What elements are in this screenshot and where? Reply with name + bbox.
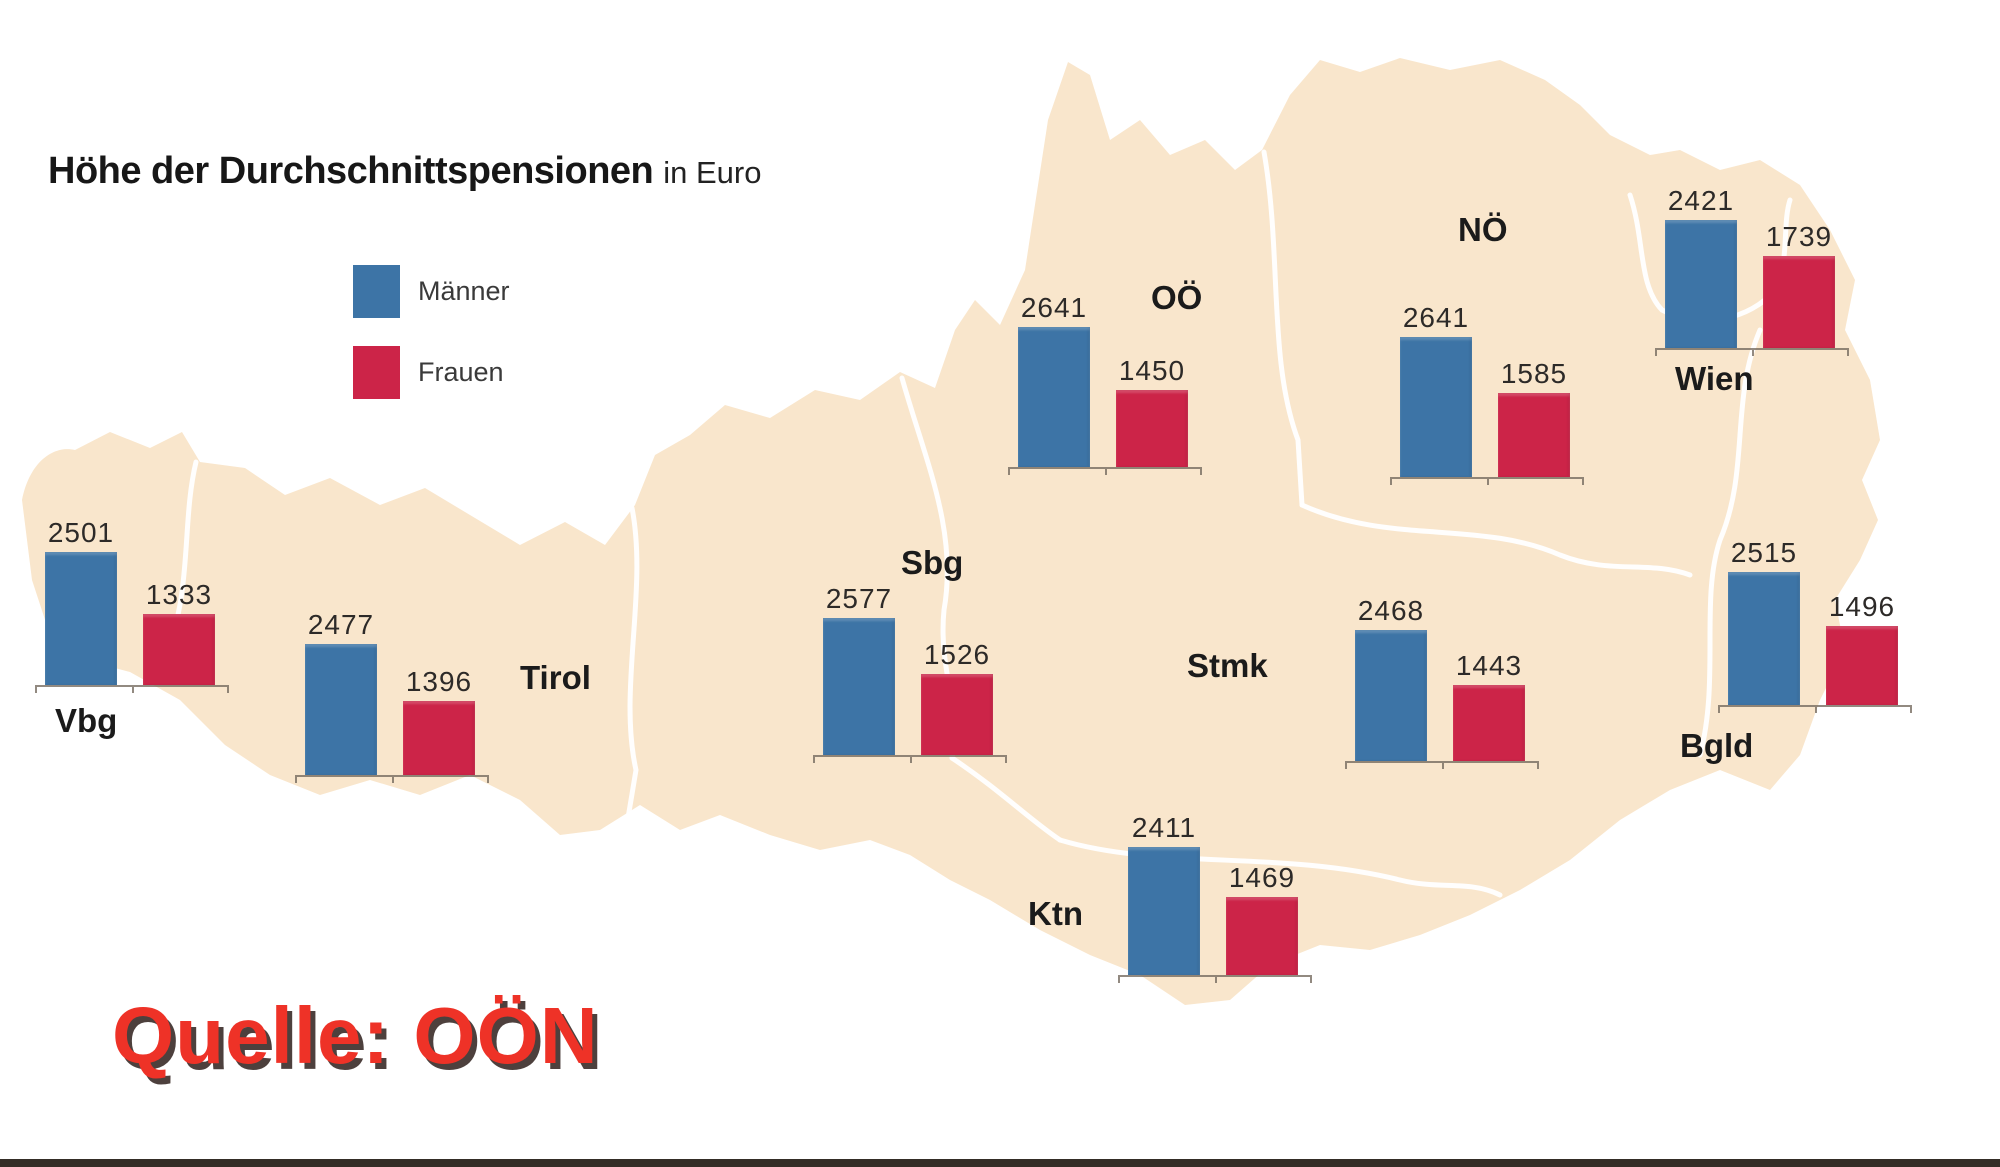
frauen-color-swatch bbox=[353, 346, 400, 399]
maenner-bar bbox=[1728, 572, 1800, 705]
region-label-bgld: Bgld bbox=[1680, 727, 1754, 764]
frauen-bar bbox=[1498, 393, 1570, 477]
region-label-ooe: OÖ bbox=[1151, 279, 1203, 316]
frauen-bar bbox=[1763, 256, 1835, 348]
axis-baseline bbox=[35, 685, 229, 693]
frauen-value-label: 1469 bbox=[1228, 862, 1296, 893]
region-group-vbg: 2501 1333 Vbg bbox=[35, 425, 229, 739]
maenner-value-label: 2477 bbox=[307, 609, 375, 640]
region-group-ktn: 2411 1469 Ktn bbox=[1028, 715, 1312, 983]
region-label-ktn: Ktn bbox=[1028, 895, 1083, 932]
border-noe-stmk bbox=[1299, 502, 1693, 578]
border-sbg-stmk bbox=[949, 755, 1063, 843]
legend: Männer Frauen bbox=[353, 265, 510, 427]
legend-item-frauen: Frauen bbox=[353, 346, 510, 399]
frauen-value-label: 1739 bbox=[1765, 221, 1833, 252]
chart-title: Höhe der Durchschnittspensionen in Euro bbox=[48, 150, 761, 193]
maenner-bar bbox=[45, 552, 117, 685]
frauen-bar bbox=[921, 674, 993, 755]
frauen-bar bbox=[1116, 390, 1188, 467]
region-group-bgld: 2515 1496 Bgld bbox=[1680, 445, 1912, 764]
axis-baseline bbox=[1655, 348, 1849, 356]
maenner-value-label: 2641 bbox=[1402, 302, 1470, 333]
frauen-value-label: 1496 bbox=[1828, 591, 1896, 622]
region-label-stmk: Stmk bbox=[1187, 647, 1268, 684]
region-label-tirol: Tirol bbox=[520, 659, 591, 696]
border-ooe-noe bbox=[1261, 149, 1305, 508]
region-group-tirol: 2477 1396 Tirol bbox=[295, 515, 591, 783]
chart-title-suffix: in Euro bbox=[663, 155, 762, 190]
maenner-bar bbox=[823, 618, 895, 755]
region-label-vbg: Vbg bbox=[55, 702, 118, 739]
maenner-value-label: 2641 bbox=[1020, 292, 1088, 323]
frauen-value-label: 1333 bbox=[145, 579, 213, 610]
austria-landmass bbox=[22, 58, 1880, 1005]
axis-baseline bbox=[295, 775, 489, 783]
frauen-value-label: 1526 bbox=[923, 639, 991, 670]
border-stmk-bgld bbox=[1697, 327, 1763, 758]
frauen-value-label: 1450 bbox=[1118, 355, 1186, 386]
region-group-wien: 2421 1739 Wien bbox=[1655, 88, 1849, 397]
region-group-sbg: 2577 1526 Sbg bbox=[813, 495, 1007, 763]
border-tirol-sbg bbox=[625, 505, 640, 821]
maenner-bar bbox=[305, 644, 377, 775]
frauen-value-label: 1396 bbox=[405, 666, 473, 697]
region-label-noe: NÖ bbox=[1458, 211, 1508, 248]
frauen-bar bbox=[403, 701, 475, 775]
frauen-bar bbox=[1453, 685, 1525, 761]
source-credit: Quelle: OÖN bbox=[112, 991, 599, 1080]
frauen-value-label: 1443 bbox=[1455, 650, 1523, 681]
maenner-value-label: 2468 bbox=[1357, 595, 1425, 626]
frauen-bar bbox=[1226, 897, 1298, 975]
region-group-noe: 2641 1585 NÖ bbox=[1390, 211, 1584, 485]
axis-baseline bbox=[1008, 467, 1202, 475]
region-group-stmk: 2468 1443 Stmk bbox=[1187, 501, 1539, 769]
axis-baseline bbox=[1118, 975, 1312, 983]
frauen-legend-label: Frauen bbox=[418, 357, 504, 387]
frauen-bar bbox=[143, 614, 215, 685]
maenner-value-label: 2411 bbox=[1131, 812, 1197, 843]
maenner-bar bbox=[1128, 847, 1200, 975]
footer-bar bbox=[0, 1159, 2000, 1167]
frauen-bar bbox=[1826, 626, 1898, 705]
maenner-value-label: 2421 bbox=[1667, 185, 1735, 216]
axis-baseline bbox=[1345, 761, 1539, 769]
axis-baseline bbox=[813, 755, 1007, 763]
maenner-legend-label: Männer bbox=[418, 276, 510, 306]
maenner-bar bbox=[1018, 327, 1090, 467]
frauen-value-label: 1585 bbox=[1500, 358, 1568, 389]
region-label-wien: Wien bbox=[1675, 360, 1754, 397]
maenner-bar bbox=[1355, 630, 1427, 761]
chart-title-main: Höhe der Durchschnittspensionen bbox=[48, 150, 654, 192]
maenner-bar bbox=[1400, 337, 1472, 477]
maenner-value-label: 2577 bbox=[825, 583, 893, 614]
maenner-color-swatch bbox=[353, 265, 400, 318]
maenner-value-label: 2515 bbox=[1730, 537, 1798, 568]
maenner-bar bbox=[1665, 220, 1737, 348]
axis-baseline bbox=[1390, 477, 1584, 485]
axis-baseline bbox=[1718, 705, 1912, 713]
legend-item-maenner: Männer bbox=[353, 265, 510, 318]
region-label-sbg: Sbg bbox=[901, 544, 964, 581]
maenner-value-label: 2501 bbox=[47, 517, 115, 548]
region-group-ooe: 2641 1450 OÖ bbox=[1008, 207, 1202, 475]
